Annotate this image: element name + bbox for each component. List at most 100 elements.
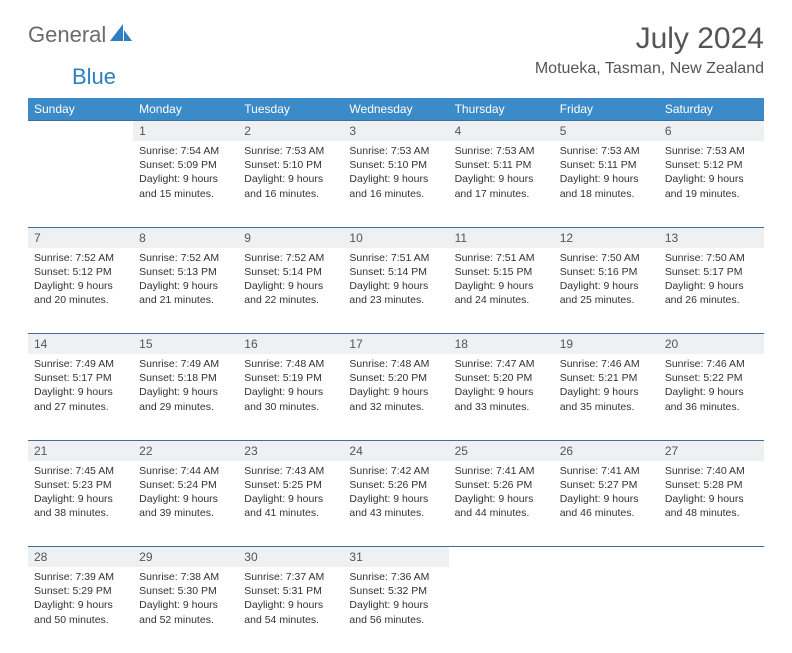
day-details-cell: Sunrise: 7:48 AMSunset: 5:20 PMDaylight:… [343,354,448,440]
day-number-cell: 9 [238,227,343,248]
sunrise-text: Sunrise: 7:51 AM [349,251,442,265]
sunrise-text: Sunrise: 7:53 AM [665,144,758,158]
day-number-cell [659,547,764,568]
daylight-text: Daylight: 9 hours and 27 minutes. [34,385,127,413]
day-details-cell: Sunrise: 7:53 AMSunset: 5:10 PMDaylight:… [343,141,448,227]
logo-sail-icon [110,24,132,47]
sunrise-text: Sunrise: 7:48 AM [349,357,442,371]
day-number-cell: 26 [554,440,659,461]
sunset-text: Sunset: 5:12 PM [34,265,127,279]
daylight-text: Daylight: 9 hours and 56 minutes. [349,598,442,626]
sunrise-text: Sunrise: 7:39 AM [34,570,127,584]
day-details-row: Sunrise: 7:39 AMSunset: 5:29 PMDaylight:… [28,567,764,653]
sunrise-text: Sunrise: 7:45 AM [34,464,127,478]
day-number-cell: 24 [343,440,448,461]
sunset-text: Sunset: 5:16 PM [560,265,653,279]
day-number-row: 21222324252627 [28,440,764,461]
daylight-text: Daylight: 9 hours and 50 minutes. [34,598,127,626]
sunrise-text: Sunrise: 7:47 AM [455,357,548,371]
sunset-text: Sunset: 5:19 PM [244,371,337,385]
daylight-text: Daylight: 9 hours and 44 minutes. [455,492,548,520]
sunrise-text: Sunrise: 7:53 AM [455,144,548,158]
daylight-text: Daylight: 9 hours and 46 minutes. [560,492,653,520]
daylight-text: Daylight: 9 hours and 48 minutes. [665,492,758,520]
sunset-text: Sunset: 5:21 PM [560,371,653,385]
sunset-text: Sunset: 5:14 PM [349,265,442,279]
day-details-cell: Sunrise: 7:38 AMSunset: 5:30 PMDaylight:… [133,567,238,653]
sunrise-text: Sunrise: 7:49 AM [34,357,127,371]
daylight-text: Daylight: 9 hours and 25 minutes. [560,279,653,307]
daylight-text: Daylight: 9 hours and 17 minutes. [455,172,548,200]
day-number-cell: 6 [659,121,764,142]
sunset-text: Sunset: 5:13 PM [139,265,232,279]
location-text: Motueka, Tasman, New Zealand [535,60,764,78]
day-number-cell: 16 [238,334,343,355]
day-details-cell: Sunrise: 7:44 AMSunset: 5:24 PMDaylight:… [133,461,238,547]
sunrise-text: Sunrise: 7:46 AM [560,357,653,371]
sunrise-text: Sunrise: 7:52 AM [34,251,127,265]
day-details-cell: Sunrise: 7:53 AMSunset: 5:12 PMDaylight:… [659,141,764,227]
sunset-text: Sunset: 5:27 PM [560,478,653,492]
day-details-cell: Sunrise: 7:50 AMSunset: 5:17 PMDaylight:… [659,248,764,334]
day-number-cell: 2 [238,121,343,142]
sunrise-text: Sunrise: 7:53 AM [560,144,653,158]
sunset-text: Sunset: 5:29 PM [34,584,127,598]
day-details-cell: Sunrise: 7:42 AMSunset: 5:26 PMDaylight:… [343,461,448,547]
day-number-cell: 13 [659,227,764,248]
sunrise-text: Sunrise: 7:37 AM [244,570,337,584]
day-number-cell: 19 [554,334,659,355]
daylight-text: Daylight: 9 hours and 23 minutes. [349,279,442,307]
day-details-cell: Sunrise: 7:53 AMSunset: 5:10 PMDaylight:… [238,141,343,227]
daylight-text: Daylight: 9 hours and 18 minutes. [560,172,653,200]
day-details-row: Sunrise: 7:45 AMSunset: 5:23 PMDaylight:… [28,461,764,547]
sunrise-text: Sunrise: 7:46 AM [665,357,758,371]
sunset-text: Sunset: 5:15 PM [455,265,548,279]
sunset-text: Sunset: 5:32 PM [349,584,442,598]
sunset-text: Sunset: 5:20 PM [455,371,548,385]
title-block: July 2024 Motueka, Tasman, New Zealand [535,22,764,78]
day-number-cell: 27 [659,440,764,461]
daylight-text: Daylight: 9 hours and 54 minutes. [244,598,337,626]
sunrise-text: Sunrise: 7:44 AM [139,464,232,478]
daylight-text: Daylight: 9 hours and 21 minutes. [139,279,232,307]
sunrise-text: Sunrise: 7:36 AM [349,570,442,584]
sunrise-text: Sunrise: 7:48 AM [244,357,337,371]
day-number-row: 28293031 [28,547,764,568]
daylight-text: Daylight: 9 hours and 35 minutes. [560,385,653,413]
day-number-cell: 20 [659,334,764,355]
day-number-cell: 3 [343,121,448,142]
day-details-row: Sunrise: 7:54 AMSunset: 5:09 PMDaylight:… [28,141,764,227]
day-details-cell: Sunrise: 7:37 AMSunset: 5:31 PMDaylight:… [238,567,343,653]
sunset-text: Sunset: 5:20 PM [349,371,442,385]
sunrise-text: Sunrise: 7:51 AM [455,251,548,265]
sunrise-text: Sunrise: 7:38 AM [139,570,232,584]
day-number-cell: 28 [28,547,133,568]
day-number-row: 14151617181920 [28,334,764,355]
calendar-table: Sunday Monday Tuesday Wednesday Thursday… [28,98,764,653]
day-details-cell [554,567,659,653]
day-number-cell: 7 [28,227,133,248]
day-number-cell: 23 [238,440,343,461]
day-details-cell: Sunrise: 7:46 AMSunset: 5:21 PMDaylight:… [554,354,659,440]
day-number-cell: 14 [28,334,133,355]
daylight-text: Daylight: 9 hours and 32 minutes. [349,385,442,413]
day-details-cell: Sunrise: 7:40 AMSunset: 5:28 PMDaylight:… [659,461,764,547]
daylight-text: Daylight: 9 hours and 30 minutes. [244,385,337,413]
day-details-cell: Sunrise: 7:52 AMSunset: 5:12 PMDaylight:… [28,248,133,334]
sunrise-text: Sunrise: 7:54 AM [139,144,232,158]
day-number-cell: 29 [133,547,238,568]
day-details-cell: Sunrise: 7:49 AMSunset: 5:18 PMDaylight:… [133,354,238,440]
day-details-cell: Sunrise: 7:51 AMSunset: 5:15 PMDaylight:… [449,248,554,334]
day-details-cell: Sunrise: 7:39 AMSunset: 5:29 PMDaylight:… [28,567,133,653]
sunrise-text: Sunrise: 7:52 AM [244,251,337,265]
day-details-cell: Sunrise: 7:52 AMSunset: 5:13 PMDaylight:… [133,248,238,334]
sunrise-text: Sunrise: 7:53 AM [244,144,337,158]
weekday-header: Wednesday [343,98,448,121]
day-number-cell: 17 [343,334,448,355]
daylight-text: Daylight: 9 hours and 26 minutes. [665,279,758,307]
day-details-cell: Sunrise: 7:43 AMSunset: 5:25 PMDaylight:… [238,461,343,547]
month-title: July 2024 [535,22,764,56]
daylight-text: Daylight: 9 hours and 19 minutes. [665,172,758,200]
sunrise-text: Sunrise: 7:41 AM [560,464,653,478]
daylight-text: Daylight: 9 hours and 33 minutes. [455,385,548,413]
